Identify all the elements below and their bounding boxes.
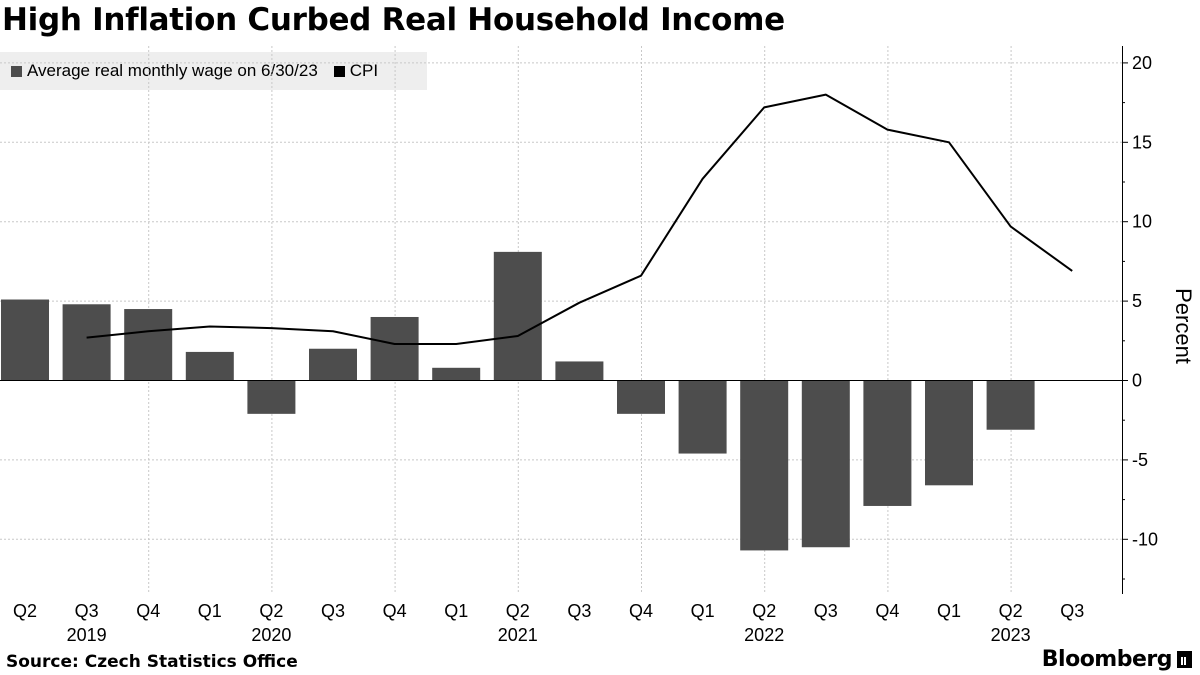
y-tick-label-1: 15	[1132, 132, 1152, 152]
legend-label-wage: Average real monthly wage on 6/30/23	[27, 61, 318, 80]
bar-15	[925, 380, 973, 486]
x-year-label-4: 2023	[991, 625, 1031, 645]
x-tick-label-0: Q2	[13, 601, 37, 621]
legend: Average real monthly wage on 6/30/23 CPI	[0, 52, 427, 90]
bar-12	[740, 380, 789, 551]
y-tick-label-6: -10	[1132, 529, 1158, 549]
bar-4	[247, 380, 296, 414]
bar-6	[370, 316, 419, 381]
x-tick-label-12: Q2	[752, 601, 776, 621]
x-year-label-3: 2022	[744, 625, 784, 645]
brand-logo: Bloomberg	[1042, 647, 1192, 672]
bar-14	[863, 380, 912, 506]
cpi-line	[86, 93, 1073, 345]
legend-label-cpi: CPI	[349, 61, 379, 80]
x-tick-label-15: Q1	[937, 601, 961, 621]
bar-7	[432, 367, 481, 381]
legend-item-wage: Average real monthly wage on 6/30/23	[11, 61, 318, 81]
x-tick-label-14: Q4	[875, 601, 899, 621]
x-tick-label-5: Q3	[321, 601, 345, 621]
bar-3	[185, 351, 234, 381]
x-tick-label-17: Q3	[1060, 601, 1084, 621]
x-tick-label-11: Q1	[691, 601, 715, 621]
x-tick-label-10: Q4	[629, 601, 653, 621]
legend-swatch-cpi	[333, 65, 345, 77]
y-tick-label-4: 0	[1132, 371, 1142, 391]
x-tick-label-13: Q3	[814, 601, 838, 621]
bar-16	[986, 380, 1035, 430]
x-tick-label-8: Q2	[506, 601, 530, 621]
bar-13	[801, 380, 850, 548]
x-year-label-0: 2019	[67, 625, 107, 645]
y-tick-label-3: 5	[1132, 291, 1142, 311]
x-tick-label-9: Q3	[567, 601, 591, 621]
y-axis-title: Percent	[1171, 288, 1196, 364]
chart-title: High Inflation Curbed Real Household Inc…	[2, 2, 785, 38]
source-note: Source: Czech Statistics Office	[6, 652, 298, 672]
bar-9	[555, 361, 604, 381]
brand-name: Bloomberg	[1041, 647, 1173, 672]
x-tick-label-6: Q4	[383, 601, 407, 621]
x-tick-label-4: Q2	[259, 601, 283, 621]
legend-swatch-wage	[11, 65, 22, 77]
bloomberg-terminal-icon	[1177, 651, 1192, 668]
bar-11	[678, 380, 727, 454]
bar-2	[124, 309, 173, 381]
bar-0	[1, 299, 49, 381]
x-tick-label-1: Q3	[75, 601, 99, 621]
y-tick-label-2: 10	[1132, 212, 1152, 232]
y-tick-label-0: 20	[1132, 53, 1152, 73]
x-year-label-1: 2020	[251, 625, 291, 645]
x-tick-label-3: Q1	[198, 601, 222, 621]
legend-item-cpi: CPI	[333, 61, 379, 81]
bar-1	[62, 304, 111, 381]
bar-5	[309, 348, 357, 381]
x-tick-label-2: Q4	[136, 601, 160, 621]
bar-10	[617, 380, 665, 414]
x-tick-label-7: Q1	[444, 601, 468, 621]
y-tick-label-5: -5	[1132, 450, 1148, 470]
x-tick-label-16: Q2	[999, 601, 1023, 621]
x-year-label-2: 2021	[498, 625, 538, 645]
bar-8	[493, 251, 542, 381]
